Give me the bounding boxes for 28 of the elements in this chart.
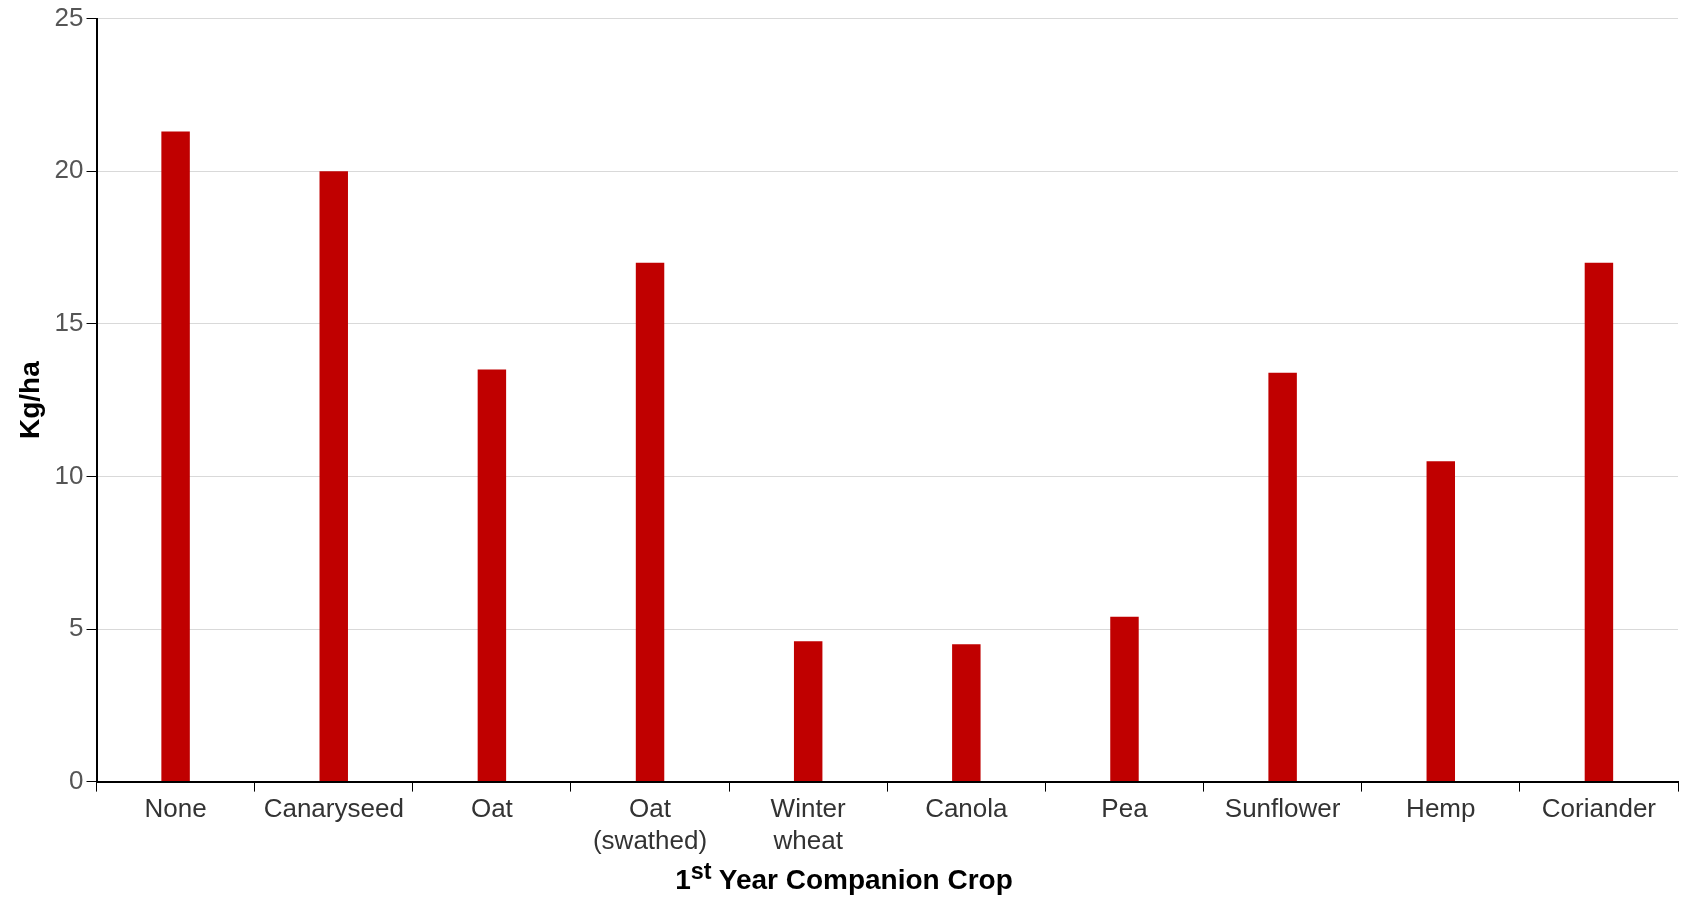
y-tick-label: 15 — [54, 306, 84, 337]
x-tick-label: Oat — [470, 793, 514, 824]
y-tick-label: 10 — [54, 459, 84, 490]
bar — [793, 641, 823, 782]
x-tick-label: Coriander — [1541, 793, 1657, 824]
y-axis-title: Kg/ha — [13, 360, 45, 439]
y-tick-label: 25 — [54, 1, 84, 32]
bar — [319, 171, 348, 782]
bar — [161, 131, 190, 782]
x-tick-label: Canaryseed — [263, 793, 404, 824]
bar — [1426, 461, 1456, 782]
x-tick-label: Oat (swathed) — [592, 793, 708, 855]
bar — [1268, 372, 1297, 782]
bar — [1110, 616, 1139, 782]
bar — [477, 369, 507, 782]
x-tick-label: Hemp — [1406, 793, 1476, 824]
y-tick-label: 5 — [69, 612, 84, 643]
x-tick-label: Sunflower — [1224, 793, 1341, 824]
bar — [1584, 262, 1614, 782]
x-tick-label: None — [144, 793, 207, 824]
x-axis-title: 1$^{st}$ Year Companion Crop — [674, 858, 1014, 897]
bar — [635, 262, 665, 782]
x-tick-label: Winter wheat — [770, 793, 847, 855]
bar — [952, 644, 981, 782]
y-tick-label: 20 — [54, 154, 84, 185]
y-tick-label: 0 — [69, 764, 84, 795]
x-tick-label: Pea — [1101, 793, 1149, 824]
x-tick-label: Canola — [925, 793, 1009, 824]
